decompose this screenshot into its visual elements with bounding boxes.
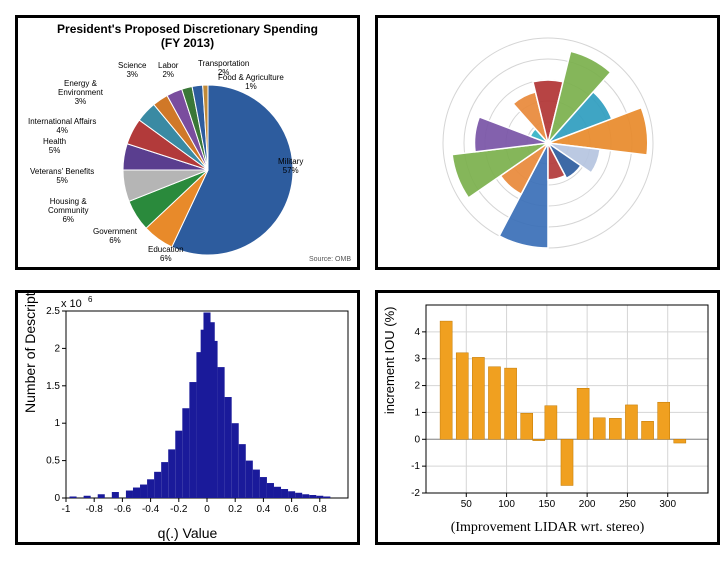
svg-text:100: 100 bbox=[498, 499, 515, 510]
svg-text:2: 2 bbox=[54, 343, 60, 354]
polar-chart bbox=[378, 18, 717, 267]
pie1-slice-label: Science3% bbox=[118, 62, 146, 80]
svg-text:-0.8: -0.8 bbox=[86, 504, 104, 515]
svg-text:200: 200 bbox=[579, 499, 596, 510]
bar-ylabel: increment IOU (%) bbox=[382, 307, 397, 415]
svg-text:-0.4: -0.4 bbox=[142, 504, 160, 515]
pie1-slice-label: International Affairs4% bbox=[28, 118, 96, 136]
bar-chart: 50 100 150 200 250 300 -2 -1 0 1 2 3 4 bbox=[378, 293, 717, 513]
svg-text:x 10: x 10 bbox=[61, 298, 82, 310]
svg-text:2.5: 2.5 bbox=[46, 306, 60, 317]
pie1-slice-label: Veterans' Benefits5% bbox=[30, 168, 94, 186]
svg-text:1: 1 bbox=[414, 407, 420, 418]
svg-text:0.2: 0.2 bbox=[228, 504, 242, 515]
svg-text:-0.6: -0.6 bbox=[114, 504, 132, 515]
pie1-slice-label: Education6% bbox=[148, 246, 184, 264]
pie1-slice-label: Military57% bbox=[278, 158, 303, 176]
svg-text:1: 1 bbox=[54, 418, 60, 429]
svg-text:0: 0 bbox=[54, 493, 60, 504]
pie1-slice-label: Labor2% bbox=[158, 62, 178, 80]
hist-ylabel: Number of Descriptors bbox=[22, 290, 38, 413]
discretionary-pie-panel: President's Proposed Discretionary Spend… bbox=[15, 15, 360, 270]
svg-text:300: 300 bbox=[659, 499, 676, 510]
svg-text:250: 250 bbox=[619, 499, 636, 510]
svg-text:-2: -2 bbox=[411, 488, 420, 499]
svg-text:1.5: 1.5 bbox=[46, 381, 60, 392]
svg-text:3: 3 bbox=[414, 354, 420, 365]
svg-text:-0.2: -0.2 bbox=[170, 504, 188, 515]
bar-caption: (Improvement LIDAR wrt. stereo) bbox=[378, 520, 717, 536]
pie1-slice-label: Energy &Environment3% bbox=[58, 80, 103, 106]
pie1-title2: (FY 2013) bbox=[18, 36, 357, 50]
pie1-slice-label: Government6% bbox=[93, 228, 137, 246]
polar-panel bbox=[375, 15, 720, 270]
svg-text:4: 4 bbox=[414, 327, 420, 338]
pie1-slice-label: Health5% bbox=[43, 138, 66, 156]
svg-text:0.6: 0.6 bbox=[285, 504, 299, 515]
hist-xlabel: q(.) Value bbox=[18, 525, 357, 541]
svg-text:150: 150 bbox=[539, 499, 556, 510]
svg-text:2: 2 bbox=[414, 381, 420, 392]
bar-panel: increment IOU (%) 50 100 150 200 250 300 -2 -1 0… bbox=[375, 290, 720, 545]
pie1-slice-label: Food & Agriculture1% bbox=[218, 74, 284, 92]
svg-text:-1: -1 bbox=[411, 461, 420, 472]
histogram-panel: Number of Descriptors -1 -0.8 -0.6 -0.4 -0.2… bbox=[15, 290, 360, 545]
svg-text:0.8: 0.8 bbox=[313, 504, 327, 515]
pie1-slice-label: Housing &Community6% bbox=[48, 198, 88, 224]
pie1-source: Source: OMB bbox=[309, 256, 351, 263]
svg-text:0.4: 0.4 bbox=[256, 504, 270, 515]
svg-text:0.5: 0.5 bbox=[46, 456, 60, 467]
svg-text:50: 50 bbox=[461, 499, 473, 510]
svg-text:0: 0 bbox=[414, 434, 420, 445]
svg-text:6: 6 bbox=[88, 295, 93, 304]
svg-text:0: 0 bbox=[204, 504, 210, 515]
pie1-title1: President's Proposed Discretionary Spend… bbox=[18, 22, 357, 36]
svg-text:-1: -1 bbox=[62, 504, 71, 515]
hist-chart: -1 -0.8 -0.6 -0.4 -0.2 0 0.2 0.4 0.6 0.8 0 0.5 1 1.5 2… bbox=[18, 293, 357, 518]
